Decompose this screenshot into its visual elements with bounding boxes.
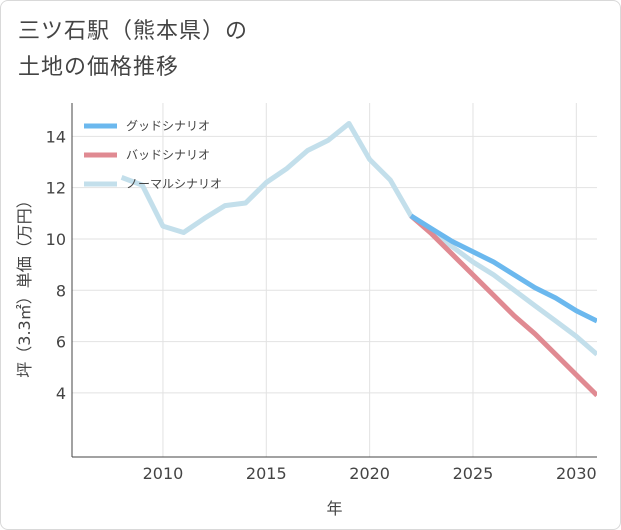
y-axis-title: 坪（3.3㎡）単価（万円）: [15, 192, 34, 377]
page-title: 三ツ石駅（熊本県）の 土地の価格推移: [18, 14, 248, 86]
axes: [71, 103, 597, 458]
y-tick-label: 4: [56, 384, 66, 403]
legend-label-0[interactable]: グッドシナリオ: [126, 119, 210, 133]
series-line-2: [120, 121, 597, 357]
title-line-1: 三ツ石駅（熊本県）の: [18, 19, 249, 44]
y-tick-label: 14: [46, 127, 66, 146]
y-tick-label: 8: [56, 281, 66, 300]
legend-label-2[interactable]: ノーマルシナリオ: [126, 177, 222, 191]
title-line-2: 土地の価格推移: [18, 55, 180, 80]
x-tick-label: 2025: [453, 464, 494, 483]
x-tick-label: 2015: [246, 464, 287, 483]
y-tick-label: 12: [46, 179, 66, 198]
x-tick-label: 2020: [349, 464, 390, 483]
series-line-1: [409, 214, 597, 398]
legend-label-1[interactable]: バッドシナリオ: [126, 148, 210, 162]
x-tick-label: 2030: [556, 464, 597, 483]
series-lines: [120, 121, 597, 398]
y-tick-label: 10: [46, 230, 66, 249]
x-axis-title: 年: [326, 499, 342, 518]
y-tick-label: 6: [56, 333, 66, 352]
x-tick-label: 2010: [143, 464, 184, 483]
series-line-0: [409, 213, 597, 324]
tick-labels: 2010 2015 2020 2025 2030 4 6 8 10 12 14: [46, 127, 597, 483]
